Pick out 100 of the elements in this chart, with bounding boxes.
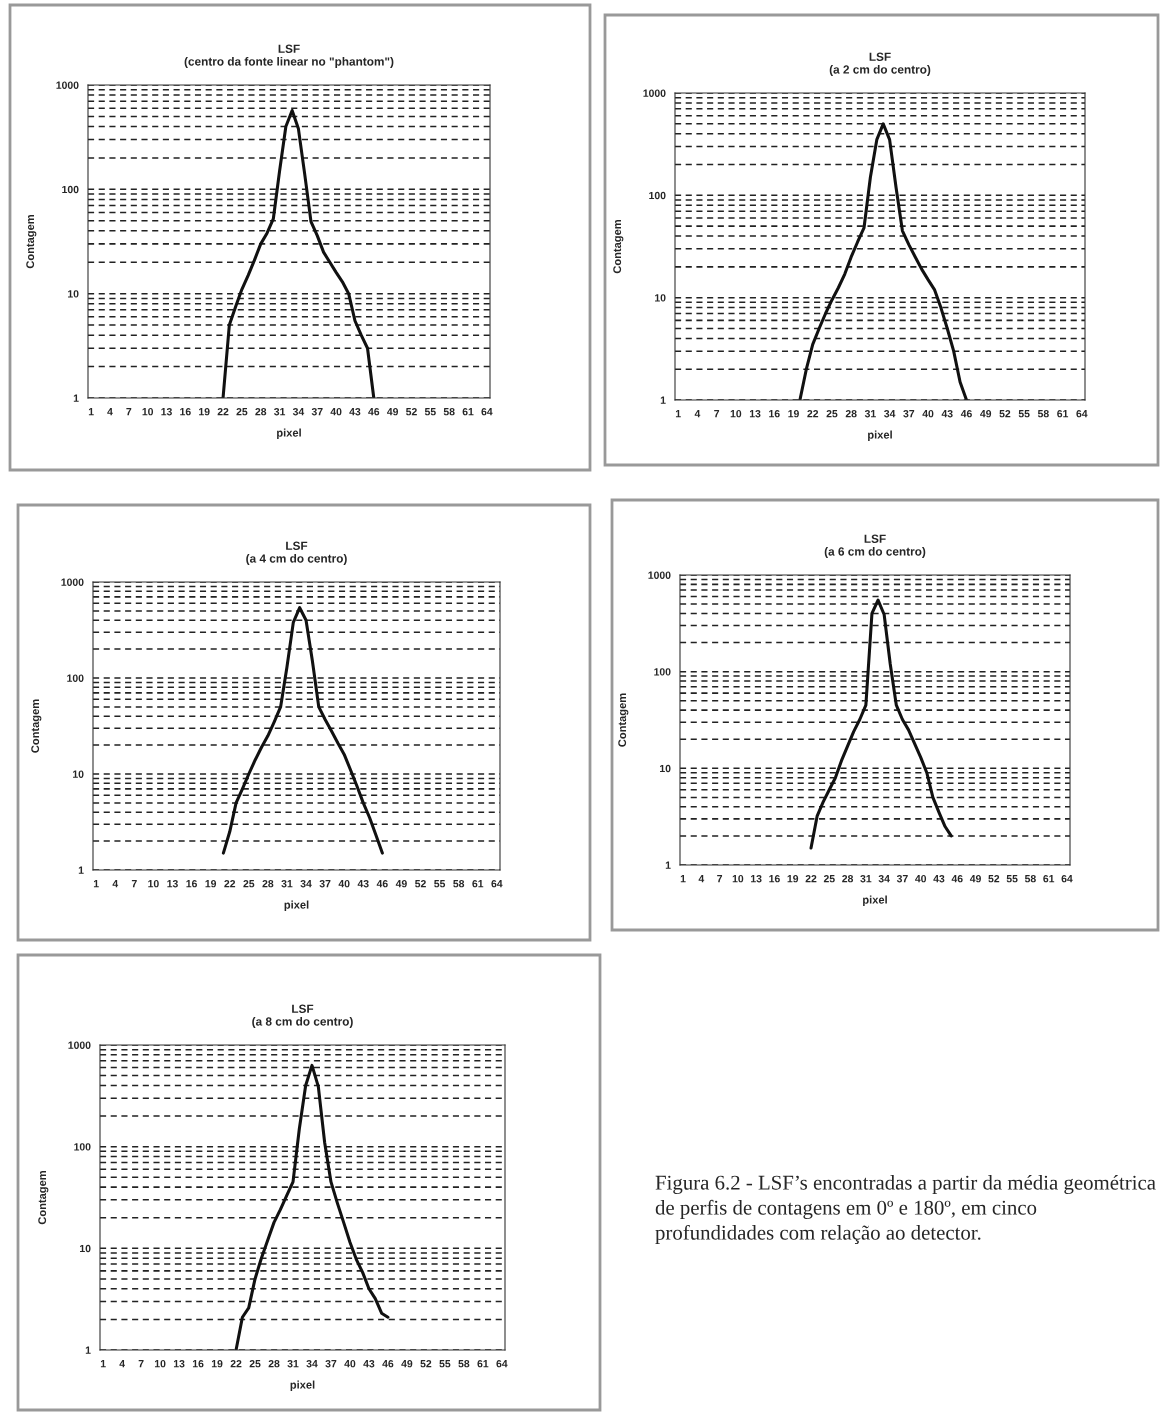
x-tick-label: 55	[424, 408, 436, 416]
x-tick-label: 64	[491, 880, 503, 888]
x-tick-label: 55	[434, 880, 446, 888]
x-tick-label: 7	[131, 880, 137, 888]
y-tick-label: 100	[649, 191, 666, 200]
x-tick-label: 46	[368, 408, 380, 416]
x-tick-label: 61	[477, 1360, 489, 1368]
x-tick-label: 13	[173, 1360, 185, 1368]
x-tick-label: 7	[717, 875, 723, 883]
x-tick-label: 10	[732, 875, 744, 883]
x-tick-label: 46	[951, 875, 963, 883]
chart-title: LSF	[278, 44, 300, 53]
x-tick-label: 64	[1076, 410, 1088, 418]
x-tick-label: 64	[496, 1360, 508, 1368]
x-tick-label: 31	[274, 408, 286, 416]
x-tick-label: 43	[349, 408, 361, 416]
line-series	[798, 122, 969, 400]
x-tick-label: 61	[462, 408, 474, 416]
x-tick-label: 31	[864, 410, 876, 418]
x-tick-label: 58	[458, 1360, 470, 1368]
x-tick-label: 13	[167, 880, 178, 888]
y-axis-title: Contagem	[38, 1171, 49, 1225]
x-tick-label: 55	[1018, 410, 1030, 418]
y-tick-label: 10	[655, 294, 666, 302]
x-tick-label: 16	[180, 408, 191, 416]
x-tick-label: 10	[730, 410, 742, 418]
y-tick-label: 1000	[643, 89, 666, 97]
y-tick-label: 10	[660, 764, 671, 773]
x-tick-label: 49	[387, 408, 399, 416]
y-tick-label: 1000	[648, 571, 671, 579]
x-tick-label: 43	[933, 875, 945, 883]
x-tick-label: 55	[439, 1360, 451, 1368]
y-tick-label: 1	[665, 861, 671, 869]
x-tick-label: 4	[112, 880, 119, 888]
y-tick-label: 100	[62, 185, 79, 194]
chart-title: LSF	[292, 1004, 314, 1013]
y-axis-title: Contagem	[31, 699, 42, 753]
x-tick-label: 22	[217, 408, 229, 416]
x-tick-label: 61	[472, 880, 484, 888]
x-tick-label: 52	[415, 880, 426, 888]
x-tick-label: 25	[236, 408, 248, 416]
x-tick-label: 58	[1037, 410, 1049, 418]
x-tick-label: 28	[268, 1360, 280, 1368]
y-tick-label: 1000	[68, 1041, 91, 1049]
x-tick-label: 1	[100, 1360, 106, 1368]
x-tick-label: 37	[903, 410, 915, 418]
x-axis-title: pixel	[277, 428, 301, 439]
x-tick-label: 64	[481, 408, 493, 416]
x-tick-label: 16	[769, 410, 780, 418]
x-tick-label: 34	[306, 1360, 318, 1368]
x-tick-label: 46	[376, 880, 388, 888]
chart-title: LSF	[286, 541, 308, 550]
x-tick-label: 43	[363, 1360, 375, 1368]
x-axis-title: pixel	[863, 895, 887, 906]
x-tick-label: 34	[878, 875, 890, 883]
x-tick-label: 19	[211, 1360, 223, 1368]
x-tick-label: 4	[698, 875, 705, 883]
x-tick-label: 49	[395, 880, 407, 888]
x-tick-label: 25	[823, 875, 835, 883]
x-tick-label: 19	[788, 410, 799, 418]
chart-subtitle: (a 4 cm do centro)	[246, 554, 347, 566]
y-tick-label: 10	[80, 1244, 91, 1253]
x-tick-label: 10	[154, 1360, 166, 1368]
x-tick-label: 16	[186, 880, 197, 888]
x-tick-label: 7	[126, 408, 132, 416]
line-series	[221, 108, 376, 398]
chart-subtitle: (centro da fonte linear no "phantom")	[184, 57, 394, 69]
x-tick-label: 13	[749, 410, 761, 418]
x-tick-label: 1	[675, 410, 681, 418]
x-tick-label: 46	[382, 1360, 394, 1368]
y-tick-label: 1	[78, 866, 84, 874]
x-tick-label: 61	[1043, 875, 1055, 883]
x-tick-label: 34	[292, 408, 305, 416]
line-series	[809, 598, 953, 850]
chart-title: LSF	[864, 534, 886, 543]
x-tick-label: 22	[224, 880, 236, 888]
y-tick-label: 1	[73, 394, 79, 402]
y-tick-label: 100	[74, 1143, 91, 1151]
x-tick-label: 7	[138, 1360, 144, 1368]
y-tick-label: 1000	[61, 578, 84, 586]
x-tick-label: 25	[249, 1360, 261, 1368]
y-axis-title: Contagem	[26, 215, 37, 269]
x-tick-label: 7	[714, 410, 720, 418]
x-tick-label: 46	[960, 410, 972, 418]
x-tick-label: 37	[325, 1360, 337, 1368]
y-tick-label: 1	[660, 396, 666, 404]
x-tick-label: 40	[338, 880, 350, 888]
x-tick-label: 4	[107, 408, 113, 416]
chart-subtitle: (a 2 cm do centro)	[829, 65, 931, 77]
x-tick-label: 1	[680, 875, 686, 883]
x-tick-label: 10	[148, 880, 159, 888]
x-tick-label: 64	[1061, 875, 1073, 883]
x-tick-label: 28	[845, 410, 857, 418]
x-tick-label: 43	[941, 410, 953, 418]
x-tick-label: 52	[420, 1360, 432, 1368]
x-tick-label: 34	[300, 880, 312, 888]
x-tick-label: 52	[999, 410, 1011, 418]
x-tick-label: 40	[330, 408, 342, 416]
x-tick-label: 28	[255, 408, 267, 416]
x-tick-label: 58	[443, 408, 455, 416]
